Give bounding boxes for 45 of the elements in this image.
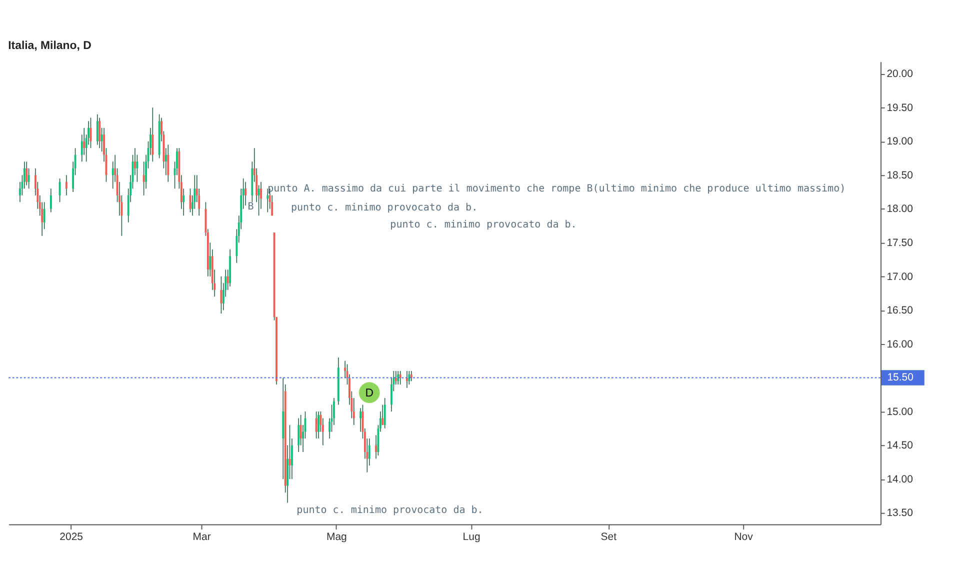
- candlestick: [315, 411, 318, 439]
- x-tick-label: Nov: [734, 532, 754, 544]
- x-tick-label: 2025: [60, 532, 84, 544]
- candlestick: [399, 370, 402, 385]
- y-tick-label: 20.00: [886, 69, 914, 80]
- ref-line-label: 15.50: [887, 372, 914, 384]
- annotation: punto A. massimo da cui parte il movimento che rompe B(ultimo minimo che produce ultimo massimo): [268, 183, 846, 194]
- y-tick-label: 16.50: [886, 306, 914, 317]
- candlestick: [167, 144, 170, 182]
- y-tick-label: 14.00: [886, 474, 914, 486]
- y-tick-label: 19.50: [886, 102, 914, 114]
- x-tick-label: Lug: [462, 532, 480, 544]
- candlestick: [384, 398, 386, 429]
- y-tick-label: 18.50: [886, 170, 914, 182]
- y-tick-label: 17.50: [886, 238, 914, 249]
- candlestick: [50, 188, 52, 213]
- x-tick-label: Set: [600, 532, 617, 544]
- annotation: B: [248, 202, 254, 213]
- candlestick: [244, 181, 246, 206]
- chart-title: Italia, Milano, D: [8, 40, 92, 52]
- y-tick-label: 18.00: [886, 204, 914, 216]
- candlestick: [410, 370, 412, 382]
- candlestick: [266, 188, 269, 213]
- annotation: punto c. minimo provocato da b.: [296, 504, 484, 516]
- annotation: punto c. minimo provocato da b.: [290, 202, 478, 214]
- y-tick-label: 16.00: [886, 339, 914, 350]
- x-tick-label: Mag: [326, 532, 348, 544]
- y-tick-label: 15.00: [886, 406, 914, 418]
- candlestick: [152, 107, 154, 162]
- candlestick: [298, 418, 300, 452]
- y-tick-label: 13.50: [886, 508, 914, 520]
- candlestick: [65, 174, 68, 196]
- candlestick: [98, 117, 101, 148]
- annotation: punto c. minimo provocato da b.: [390, 220, 577, 231]
- y-tick-label: 14.50: [886, 440, 914, 452]
- candlestick: [26, 161, 28, 186]
- annotation: D: [365, 387, 374, 400]
- y-tick-label: 17.00: [886, 272, 914, 283]
- candlestick: [397, 370, 400, 385]
- candlestick: [408, 370, 410, 385]
- candlestick: [318, 411, 320, 439]
- x-tick-label: Mar: [192, 532, 212, 544]
- candlestick: [406, 370, 408, 388]
- y-tick-label: 19.00: [886, 136, 914, 148]
- candlestick: [96, 114, 98, 146]
